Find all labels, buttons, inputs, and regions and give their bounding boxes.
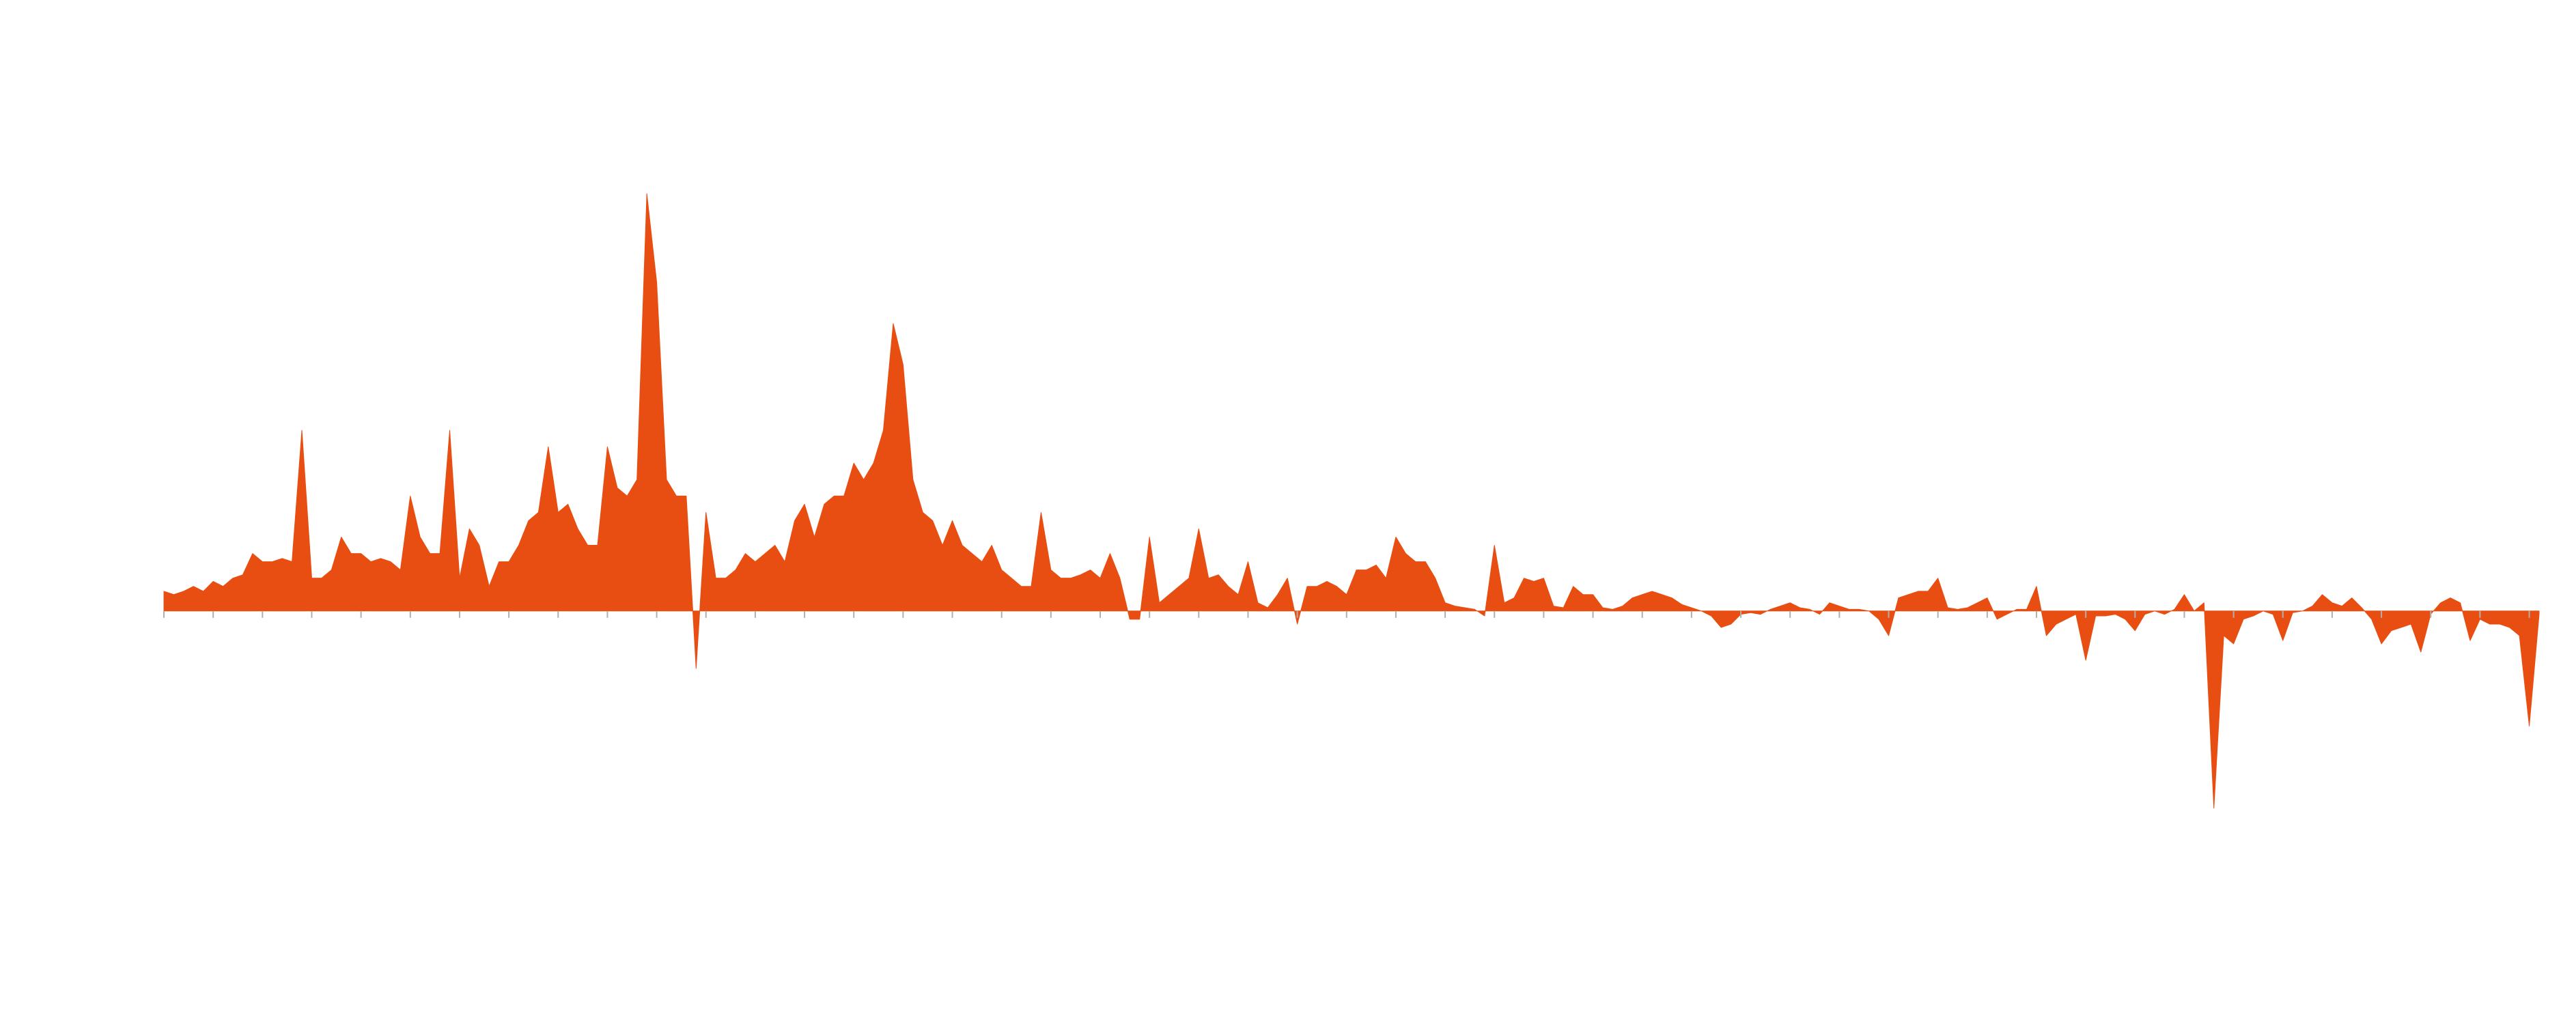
area — [163, 193, 2540, 809]
